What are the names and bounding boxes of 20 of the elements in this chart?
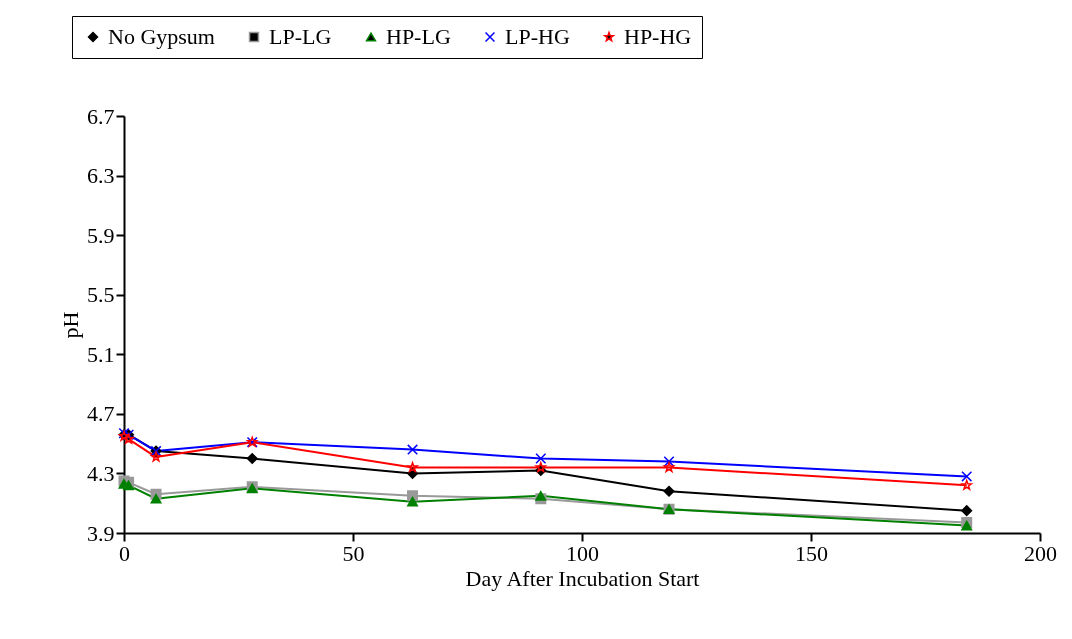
y-tick-label: 5.9 <box>87 222 115 248</box>
legend-label: HP-LG <box>386 24 451 49</box>
y-axis-title: pH <box>58 311 83 339</box>
x-tick-label: 0 <box>119 540 130 566</box>
legend-label: LP-LG <box>269 24 332 49</box>
y-tick-label: 5.5 <box>87 282 115 308</box>
legend-label: HP-HG <box>624 24 692 49</box>
y-tick-label: 3.9 <box>87 520 115 546</box>
y-tick-label: 6.3 <box>87 163 115 189</box>
x-tick-label: 150 <box>795 540 828 566</box>
x-tick-label: 200 <box>1024 540 1057 566</box>
y-tick-label: 4.7 <box>87 401 115 427</box>
x-tick-label: 50 <box>342 540 365 566</box>
y-tick-label: 5.1 <box>87 341 115 367</box>
legend-label: No Gypsum <box>108 24 215 49</box>
y-tick-label: 6.7 <box>87 103 115 129</box>
x-tick-label: 100 <box>566 540 599 566</box>
y-tick-label: 4.3 <box>87 460 115 486</box>
x-axis-title: Day After Incubation Start <box>465 565 700 591</box>
legend-label: LP-HG <box>505 24 570 49</box>
